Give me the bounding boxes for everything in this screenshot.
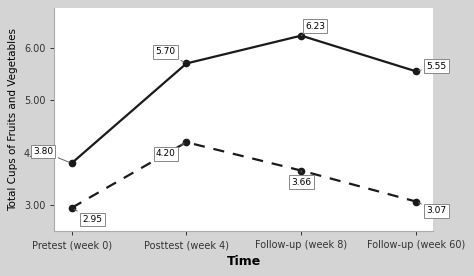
Text: 3.66: 3.66 <box>291 171 311 187</box>
Text: 3.80: 3.80 <box>33 147 69 162</box>
Text: 2.95: 2.95 <box>74 209 102 224</box>
X-axis label: Time: Time <box>227 255 261 268</box>
Text: 6.23: 6.23 <box>301 22 325 36</box>
Text: 5.55: 5.55 <box>419 62 447 71</box>
Text: 5.70: 5.70 <box>155 47 184 62</box>
Y-axis label: Total Cups of Fruits and Vegetables: Total Cups of Fruits and Vegetables <box>9 28 18 211</box>
Text: 3.07: 3.07 <box>419 203 447 216</box>
Text: 4.20: 4.20 <box>156 144 184 158</box>
